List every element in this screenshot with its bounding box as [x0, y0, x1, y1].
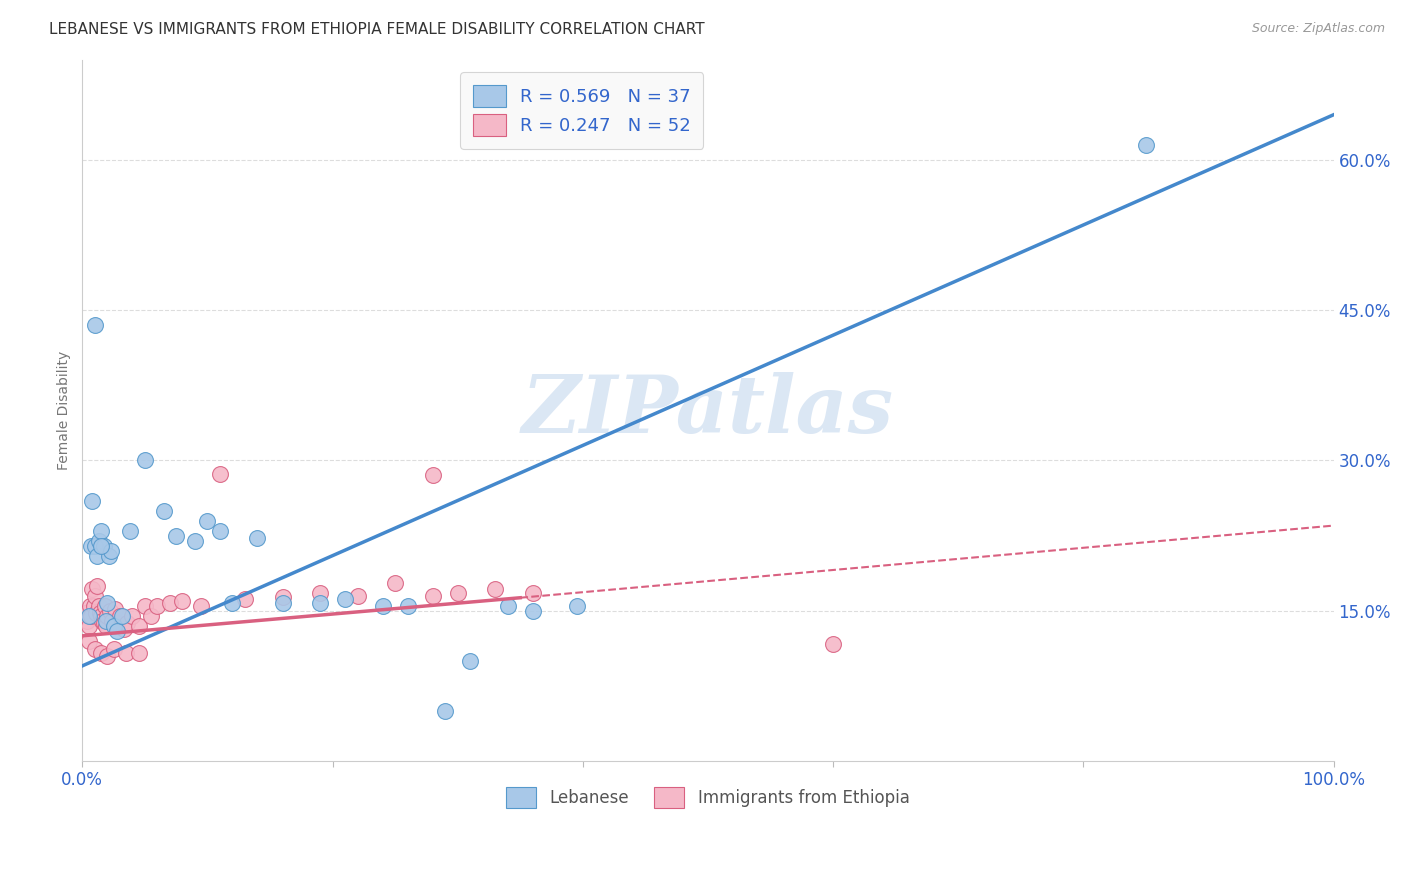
Text: LEBANESE VS IMMIGRANTS FROM ETHIOPIA FEMALE DISABILITY CORRELATION CHART: LEBANESE VS IMMIGRANTS FROM ETHIOPIA FEM… [49, 22, 704, 37]
Point [93, 615, 115, 630]
Point [184, 533, 207, 548]
Point [80, 608, 103, 623]
Point [233, 591, 256, 606]
Point [87, 533, 110, 548]
Point [128, 619, 150, 633]
Point [100, 543, 122, 558]
Point [79, 599, 101, 613]
Point [309, 596, 332, 610]
Point [103, 619, 125, 633]
Point [105, 624, 128, 638]
Text: ZIPatlas: ZIPatlas [522, 372, 894, 449]
Point [91, 614, 114, 628]
Point [309, 585, 332, 599]
Point [159, 596, 181, 610]
Point [83, 599, 105, 613]
Point [434, 704, 457, 718]
Point [146, 599, 169, 613]
Point [221, 596, 243, 610]
Point [77, 619, 100, 633]
Point [83, 641, 105, 656]
Point [522, 604, 544, 618]
Point [458, 654, 481, 668]
Point [271, 596, 294, 610]
Point [83, 318, 105, 333]
Point [112, 622, 135, 636]
Point [118, 524, 141, 538]
Point [87, 599, 110, 613]
Point [96, 596, 118, 610]
Point [83, 589, 105, 603]
Point [97, 549, 120, 563]
Point [82, 493, 104, 508]
Point [77, 608, 100, 623]
Point [422, 468, 444, 483]
Point [484, 582, 506, 596]
Point [1135, 137, 1157, 152]
Point [190, 599, 212, 613]
Point [80, 539, 103, 553]
Point [371, 599, 394, 613]
Point [105, 615, 128, 630]
Point [422, 589, 444, 603]
Point [134, 453, 156, 467]
Point [101, 614, 124, 628]
Point [86, 579, 108, 593]
Point [111, 608, 134, 623]
Point [128, 646, 150, 660]
Point [96, 648, 118, 663]
Point [76, 614, 98, 628]
Point [565, 599, 588, 613]
Point [197, 514, 219, 528]
Point [152, 503, 174, 517]
Point [121, 608, 143, 623]
Point [94, 599, 117, 613]
Point [94, 614, 117, 628]
Point [98, 604, 121, 618]
Point [333, 591, 356, 606]
Point [208, 524, 231, 538]
Point [139, 608, 162, 623]
Point [823, 637, 845, 651]
Point [103, 641, 125, 656]
Point [73, 606, 96, 620]
Y-axis label: Female Disability: Female Disability [58, 351, 72, 470]
Point [522, 585, 544, 599]
Point [86, 549, 108, 563]
Point [82, 582, 104, 596]
Legend: Lebanese, Immigrants from Ethiopia: Lebanese, Immigrants from Ethiopia [498, 779, 918, 816]
Text: Source: ZipAtlas.com: Source: ZipAtlas.com [1251, 22, 1385, 36]
Point [246, 531, 269, 545]
Point [115, 646, 138, 660]
Point [90, 646, 112, 660]
Point [94, 619, 117, 633]
Point [117, 615, 139, 630]
Point [396, 599, 419, 613]
Point [384, 575, 406, 590]
Point [90, 608, 112, 623]
Point [90, 539, 112, 553]
Point [496, 599, 519, 613]
Point [104, 601, 127, 615]
Point [346, 589, 368, 603]
Point [84, 606, 107, 620]
Point [83, 539, 105, 553]
Point [93, 539, 115, 553]
Point [89, 606, 111, 620]
Point [108, 608, 131, 623]
Point [96, 608, 118, 623]
Point [77, 633, 100, 648]
Point [165, 528, 187, 542]
Point [271, 590, 294, 604]
Point [90, 524, 112, 538]
Point [208, 467, 231, 482]
Point [134, 599, 156, 613]
Point [172, 593, 194, 607]
Point [447, 585, 470, 599]
